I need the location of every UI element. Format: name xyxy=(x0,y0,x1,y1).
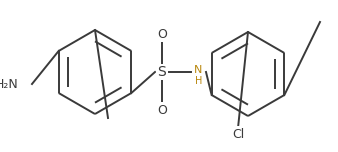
Text: Cl: Cl xyxy=(232,128,244,140)
Text: N: N xyxy=(194,65,202,75)
Text: H₂N: H₂N xyxy=(0,78,18,90)
Text: O: O xyxy=(157,104,167,116)
Text: S: S xyxy=(158,65,166,79)
Text: O: O xyxy=(157,28,167,40)
Text: H: H xyxy=(195,76,203,86)
